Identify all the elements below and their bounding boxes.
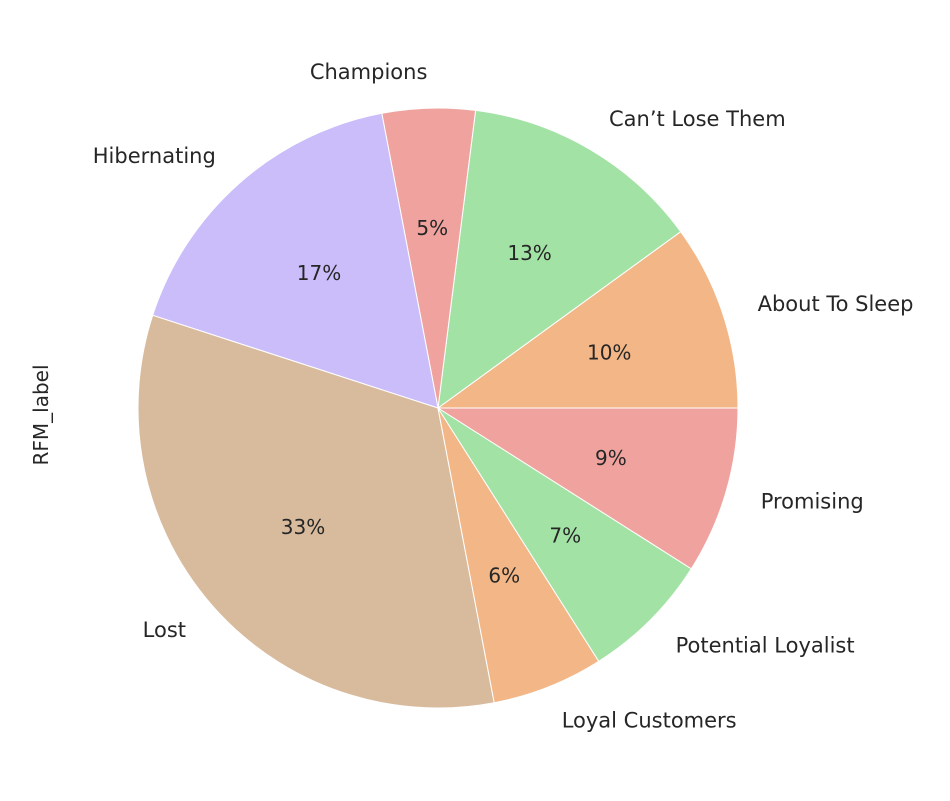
pie-slice-about-to-sleep [436, 230, 739, 409]
category-label-champions: Champions [310, 60, 428, 84]
category-label-loyal-customers: Loyal Customers [562, 708, 737, 732]
percent-label-hibernating: 17% [297, 261, 341, 285]
pie-slice-lost [137, 314, 495, 709]
percent-label-potential-loyalist: 7% [549, 523, 581, 547]
category-labels: About To Sleep Can’t Lose Them Champions Hi… [93, 60, 914, 732]
pie-slices [137, 107, 739, 709]
percent-label-loyal-customers: 6% [488, 563, 520, 587]
category-label-potential-loyalist: Potential Loyalist [676, 634, 855, 658]
percent-label-lost: 33% [281, 515, 325, 539]
pie-slice-promising [436, 407, 739, 570]
pie-slice-can-t-lose-them [437, 109, 682, 410]
percent-label-champions: 5% [416, 216, 448, 240]
category-label-hibernating: Hibernating [93, 144, 216, 168]
pie-slice-potential-loyalist [437, 407, 692, 662]
category-label-lost: Lost [143, 618, 186, 642]
pie-slice-hibernating [152, 112, 439, 409]
percent-labels: 10% 13% 5% 17% 33% 6% 7% 9% [281, 216, 632, 587]
percent-label-promising: 9% [595, 446, 627, 470]
category-label-about-to-sleep: About To Sleep [758, 292, 914, 316]
y-axis-label: RFM_label [29, 364, 53, 465]
category-label-promising: Promising [761, 490, 864, 514]
percent-label-can-t-lose-them: 13% [507, 241, 551, 265]
category-label-can-t-lose-them: Can’t Lose Them [609, 107, 786, 131]
percent-label-about-to-sleep: 10% [587, 340, 631, 364]
